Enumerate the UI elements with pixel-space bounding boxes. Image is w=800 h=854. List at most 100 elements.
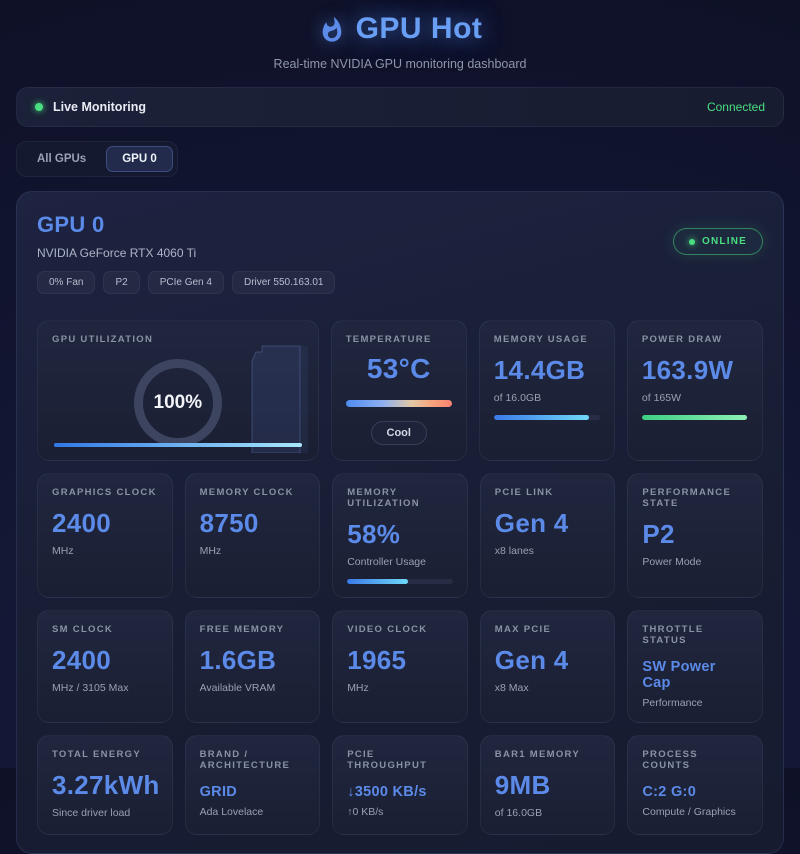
metric-card-gpu-utilization: GPU UTILIZATION 100%	[37, 320, 319, 461]
metric-value: 9MB	[494, 770, 551, 800]
metric-label: MEMORY USAGE	[493, 334, 589, 345]
power-draw-bar-fill	[641, 415, 747, 420]
metric-label: SM CLOCK	[52, 624, 114, 635]
metric-sub: Performance	[642, 697, 703, 709]
memory-usage-total: of 16.0GB	[493, 392, 542, 404]
fan-badge: 0% Fan	[37, 271, 96, 294]
tab-all-gpus[interactable]: All GPUs	[21, 146, 102, 172]
metric-value: 1965	[347, 645, 407, 675]
metric-sub: Controller Usage	[347, 556, 426, 568]
metric-sub: x8 Max	[494, 682, 529, 694]
pcie-rx-value: ↓3500 KB/s	[347, 784, 427, 800]
metric-sub: MHz / 3105 Max	[52, 682, 129, 694]
metric-label: GRAPHICS CLOCK	[52, 487, 157, 498]
metric-card-free-memory: FREE MEMORY 1.6GB Available VRAM	[184, 610, 321, 723]
metric-card-video-clock: VIDEO CLOCK 1965 MHz	[332, 610, 468, 723]
metric-value: SW Power Cap	[642, 659, 716, 691]
online-badge: ONLINE	[673, 228, 763, 255]
utilization-bar	[54, 443, 302, 447]
power-draw-value: 163.9W	[641, 355, 734, 385]
utilization-gauge: 100%	[133, 359, 222, 447]
metric-card-graphics-clock: GRAPHICS CLOCK 2400 MHz	[37, 473, 173, 598]
metric-label: FREE MEMORY	[199, 624, 285, 635]
metric-sub: of 16.0GB	[494, 807, 543, 819]
live-status-dot-icon	[35, 103, 43, 111]
metric-label: THROTTLE STATUS	[642, 624, 704, 646]
power-draw-bar	[641, 415, 748, 420]
metric-card-max-pcie: MAX PCIE Gen 4 x8 Max	[479, 610, 616, 723]
gpu-name: GPU 0	[37, 212, 105, 237]
metric-value: 2400	[52, 508, 112, 538]
memory-usage-value: 14.4GB	[493, 355, 586, 385]
metric-card-brand-architecture: BRAND / ARCHITECTURE GRID Ada Lovelace	[184, 735, 321, 835]
tab-gpu-0[interactable]: GPU 0	[106, 146, 173, 172]
metric-sub: Power Mode	[642, 556, 702, 568]
metric-label: GPU UTILIZATION	[52, 334, 154, 345]
utilization-history-sparkline	[251, 345, 308, 453]
app-header: GPU Hot Real-time NVIDIA GPU monitoring …	[16, 0, 784, 71]
metric-label: POWER DRAW	[641, 334, 723, 345]
metric-card-memory-clock: MEMORY CLOCK 8750 MHz	[184, 473, 321, 598]
metric-value: 1.6GB	[199, 645, 277, 675]
online-label: ONLINE	[702, 236, 747, 247]
gpu-tabs: All GPUs GPU 0	[16, 141, 178, 177]
memory-utilization-bar	[347, 579, 453, 584]
live-monitoring-label: Live Monitoring	[53, 100, 147, 114]
connection-status: Connected	[706, 100, 765, 114]
metric-value: P2	[642, 519, 675, 549]
page-title: GPU Hot	[355, 12, 483, 45]
metric-value: 3.27kWh	[52, 770, 160, 800]
page-subtitle: Real-time NVIDIA GPU monitoring dashboar…	[273, 57, 527, 71]
metric-value: C:2 G:0	[642, 784, 697, 800]
pcie-tx-value: ↑0 KB/s	[347, 806, 384, 818]
metric-card-process-counts: PROCESS COUNTS C:2 G:0 Compute / Graphic…	[627, 735, 763, 835]
metric-value: Gen 4	[494, 508, 569, 538]
gpu-badges: 0% Fan P2 PCIe Gen 4 Driver 550.163.01	[37, 271, 336, 294]
metric-card-memory-usage: MEMORY USAGE 14.4GB of 16.0GB	[478, 320, 615, 461]
metric-card-power-draw: POWER DRAW 163.9W of 165W	[626, 320, 763, 461]
metric-card-pcie-link: PCIE LINK Gen 4 x8 lanes	[479, 473, 616, 598]
metric-card-temperature: TEMPERATURE 53°C Cool	[330, 320, 467, 461]
metric-card-bar1-memory: BAR1 MEMORY 9MB of 16.0GB	[479, 735, 616, 835]
metric-label: PERFORMANCE STATE	[642, 487, 732, 509]
online-dot-icon	[689, 238, 696, 245]
metric-card-memory-utilization: MEMORY UTILIZATION 58% Controller Usage	[332, 473, 468, 598]
metric-value: 2400	[52, 645, 112, 675]
metric-label: VIDEO CLOCK	[347, 624, 428, 635]
metric-value: Gen 4	[494, 645, 569, 675]
metric-value: 58%	[347, 519, 401, 549]
metric-value: 8750	[199, 508, 259, 538]
temperature-value: 53°C	[366, 353, 431, 384]
metric-label: BRAND / ARCHITECTURE	[199, 749, 291, 771]
metric-label: TOTAL ENERGY	[52, 749, 141, 760]
memory-usage-bar-fill	[493, 415, 590, 420]
pcie-gen-badge: PCIe Gen 4	[147, 271, 224, 294]
metric-label: MAX PCIE	[494, 624, 552, 635]
metric-sub: Ada Lovelace	[199, 806, 264, 818]
metric-sub: MHz	[52, 545, 74, 557]
metric-sub: x8 lanes	[494, 545, 534, 557]
metric-card-total-energy: TOTAL ENERGY 3.27kWh Since driver load	[37, 735, 173, 835]
metric-card-performance-state: PERFORMANCE STATE P2 Power Mode	[627, 473, 763, 598]
memory-usage-bar	[493, 415, 600, 420]
metric-label: MEMORY UTILIZATION	[347, 487, 420, 509]
metric-sub: MHz	[347, 682, 369, 694]
power-draw-limit: of 165W	[641, 392, 681, 404]
flame-icon	[322, 16, 341, 42]
temperature-scale-bar	[345, 400, 452, 407]
metric-card-throttle-status: THROTTLE STATUS SW Power Cap Performance	[627, 610, 763, 723]
temperature-status-badge: Cool	[370, 421, 427, 445]
metric-label: BAR1 MEMORY	[494, 749, 580, 760]
metric-label: PROCESS COUNTS	[642, 749, 698, 771]
pstate-badge: P2	[103, 271, 140, 294]
metric-label: TEMPERATURE	[345, 334, 432, 345]
metric-card-pcie-throughput: PCIE THROUGHPUT ↓3500 KB/s ↑0 KB/s	[332, 735, 468, 835]
memory-utilization-bar-fill	[347, 579, 409, 584]
gpu-0-panel: GPU 0 NVIDIA GeForce RTX 4060 Ti 0% Fan …	[16, 191, 784, 854]
driver-badge: Driver 550.163.01	[231, 271, 336, 294]
metric-label: MEMORY CLOCK	[199, 487, 294, 498]
metric-sub: MHz	[199, 545, 222, 557]
metric-card-sm-clock: SM CLOCK 2400 MHz / 3105 Max	[37, 610, 173, 723]
metric-value: GRID	[199, 784, 238, 800]
